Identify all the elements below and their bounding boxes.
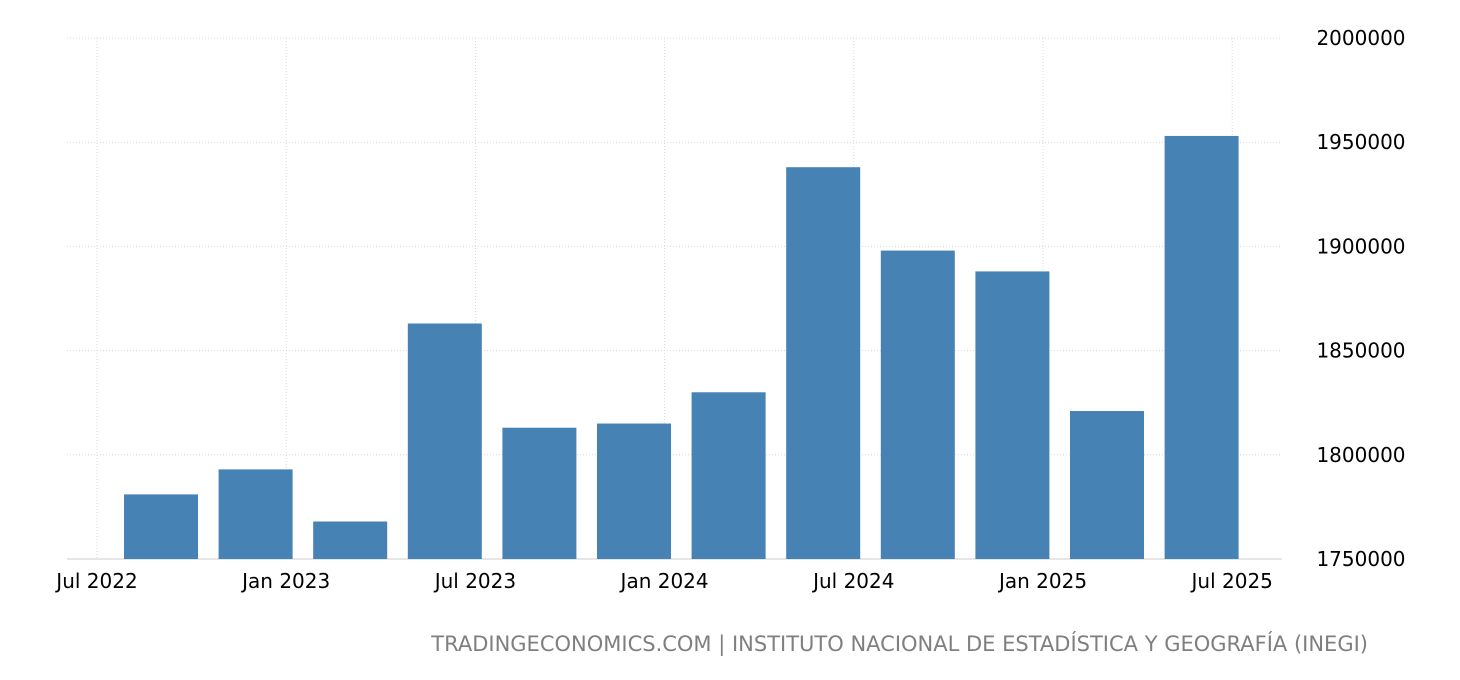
source-caption: TRADINGECONOMICS.COM | INSTITUTO NACIONA… <box>430 631 1368 657</box>
bar <box>597 423 671 559</box>
bar <box>786 167 861 559</box>
bar <box>124 494 198 559</box>
x-tick-label: Jul 2023 <box>433 569 516 593</box>
y-tick-label: 1850000 <box>1316 339 1405 363</box>
y-tick-label: 1800000 <box>1316 443 1405 467</box>
x-tick-label: Jul 2024 <box>811 569 894 593</box>
bar <box>313 521 388 559</box>
y-tick-label: 1750000 <box>1316 547 1405 571</box>
bar <box>1164 135 1239 559</box>
x-tick-label: Jul 2022 <box>54 569 137 593</box>
x-tick-label: Jan 2024 <box>619 569 709 593</box>
bars <box>124 135 1239 559</box>
x-tick-label: Jan 2023 <box>240 569 330 593</box>
bar <box>975 271 1050 559</box>
y-axis-ticks: 1750000 1800000 1850000 1900000 1950000 20000… <box>1316 26 1405 571</box>
bar <box>880 250 955 559</box>
y-tick-label: 1950000 <box>1316 130 1405 154</box>
y-tick-label: 1900000 <box>1316 234 1405 258</box>
x-axis-ticks: Jul 2022 Jan 2023 Jul 2023 Jan 2024 Jul 2024… <box>54 569 1273 593</box>
bar <box>691 392 766 559</box>
x-tick-label: Jul 2025 <box>1190 569 1273 593</box>
x-tick-label: Jan 2025 <box>997 569 1087 593</box>
bar <box>407 323 482 559</box>
bar <box>502 427 577 559</box>
y-tick-label: 2000000 <box>1316 26 1405 50</box>
bar <box>1070 411 1144 559</box>
bar <box>218 469 293 559</box>
